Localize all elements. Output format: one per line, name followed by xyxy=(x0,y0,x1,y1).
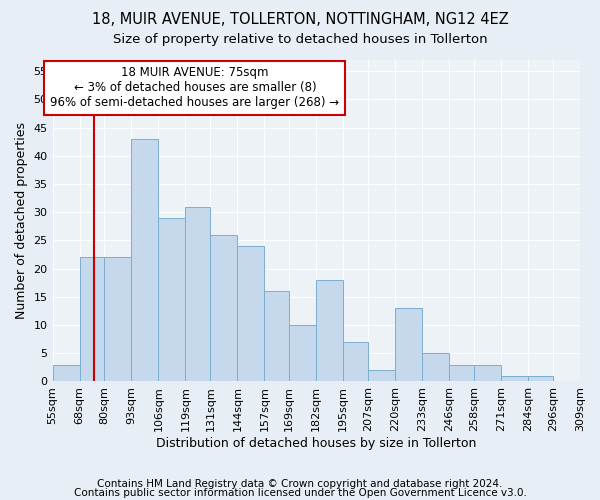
Bar xyxy=(158,218,185,382)
Text: Contains public sector information licensed under the Open Government Licence v3: Contains public sector information licen… xyxy=(74,488,526,498)
Bar xyxy=(368,370,395,382)
Bar xyxy=(53,364,80,382)
Bar xyxy=(289,325,316,382)
Bar xyxy=(238,246,265,382)
Bar xyxy=(316,280,343,382)
Y-axis label: Number of detached properties: Number of detached properties xyxy=(15,122,28,319)
Bar xyxy=(449,364,474,382)
Bar xyxy=(211,235,238,382)
Bar xyxy=(131,139,158,382)
Bar xyxy=(80,258,104,382)
X-axis label: Distribution of detached houses by size in Tollerton: Distribution of detached houses by size … xyxy=(156,437,476,450)
Text: 18 MUIR AVENUE: 75sqm
← 3% of detached houses are smaller (8)
96% of semi-detach: 18 MUIR AVENUE: 75sqm ← 3% of detached h… xyxy=(50,66,340,110)
Bar xyxy=(343,342,368,382)
Bar xyxy=(265,291,289,382)
Bar xyxy=(185,206,211,382)
Bar xyxy=(422,354,449,382)
Bar xyxy=(528,376,553,382)
Bar xyxy=(501,376,528,382)
Bar xyxy=(395,308,422,382)
Text: Contains HM Land Registry data © Crown copyright and database right 2024.: Contains HM Land Registry data © Crown c… xyxy=(97,479,503,489)
Bar xyxy=(104,258,131,382)
Text: 18, MUIR AVENUE, TOLLERTON, NOTTINGHAM, NG12 4EZ: 18, MUIR AVENUE, TOLLERTON, NOTTINGHAM, … xyxy=(92,12,508,28)
Bar xyxy=(474,364,501,382)
Text: Size of property relative to detached houses in Tollerton: Size of property relative to detached ho… xyxy=(113,32,487,46)
